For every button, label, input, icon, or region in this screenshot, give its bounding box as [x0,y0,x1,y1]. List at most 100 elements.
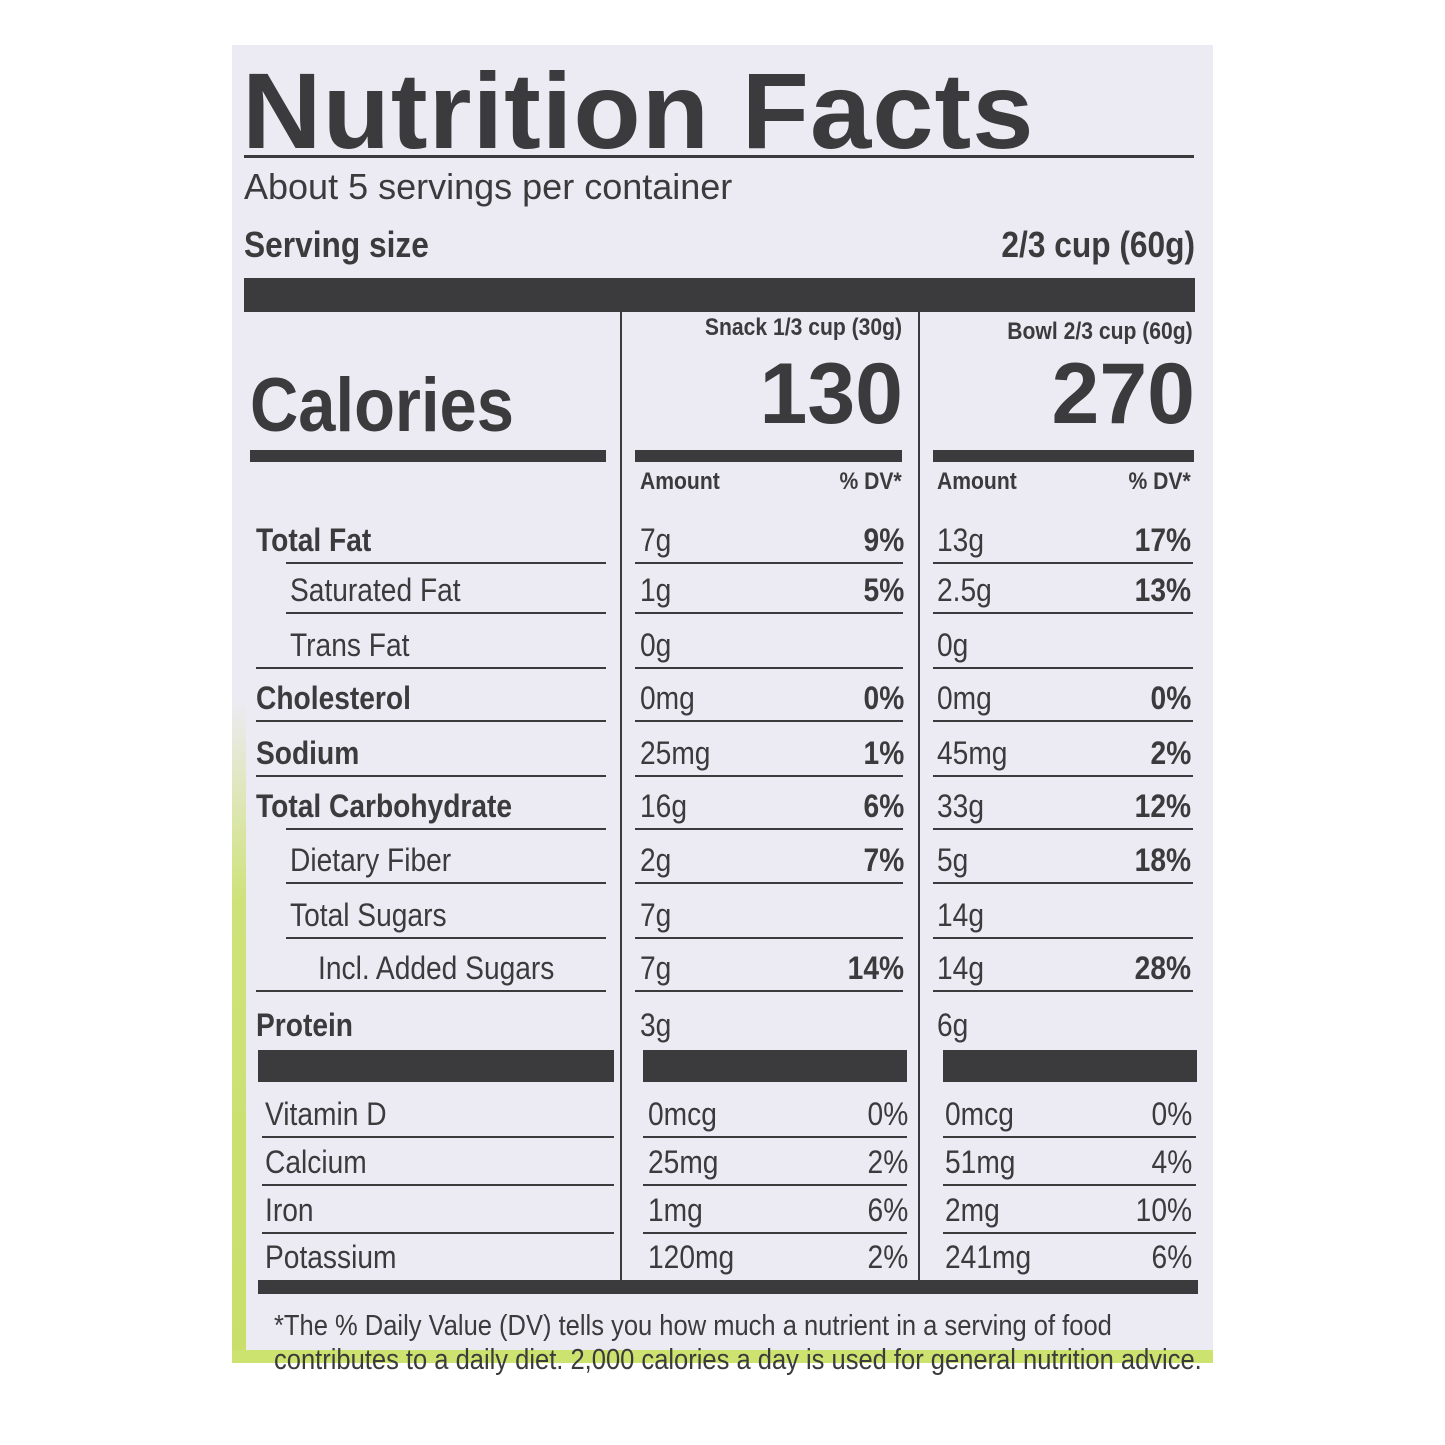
snack-amount: 16g [640,788,687,824]
row-divider [635,937,903,939]
snack-dv: 14% [847,950,904,986]
snack-dv: 0% [863,680,904,716]
footnote-line: contributes to a daily diet. 2,000 calor… [274,1344,1202,1376]
snack-dv: 2% [867,1144,908,1180]
row-divider [933,720,1193,722]
snack-amount: 0g [640,627,672,663]
row-divider [286,612,606,614]
row-divider [643,1136,907,1138]
bowl-dv: 6% [1151,1239,1192,1275]
thick-divider [258,1050,614,1082]
bowl-amount: 0mcg [945,1096,1014,1132]
row-divider [262,1184,614,1186]
nutrient-name: Trans Fat [290,627,410,663]
bowl-header: Bowl 2/3 cup (60g) [1007,318,1193,345]
bowl-dv: 10% [1135,1192,1192,1228]
bowl-calories: 270 [1051,346,1196,442]
bowl-amount-header: Amount [937,468,1017,495]
snack-amount: 3g [640,1007,672,1043]
row-divider [933,882,1193,884]
snack-amount-header: Amount [640,468,720,495]
bowl-dv: 17% [1134,522,1191,558]
bowl-amount: 241mg [945,1239,1032,1275]
snack-amount: 1g [640,572,672,608]
row-divider [933,775,1193,777]
bowl-dv: 28% [1134,950,1191,986]
vitamin-name: Calcium [265,1144,367,1180]
bowl-dv: 4% [1151,1144,1192,1180]
snack-header: Snack 1/3 cup (30g) [704,314,902,341]
bowl-amount: 51mg [945,1144,1016,1180]
serving-size-value: 2/3 cup (60g) [1001,224,1195,265]
bowl-dv: 2% [1150,735,1191,771]
calories-label: Calories [250,363,514,448]
footnote-line: *The % Daily Value (DV) tells you how mu… [274,1310,1112,1342]
snack-amount: 25mg [640,735,711,771]
snack-dv: 0% [867,1096,908,1132]
snack-amount: 25mg [648,1144,719,1180]
row-divider [635,828,903,830]
row-divider [933,612,1193,614]
bowl-amount: 0mg [937,680,992,716]
nutrition-label [232,45,1213,1363]
row-divider [286,882,606,884]
row-divider [635,562,903,564]
snack-dv: 6% [863,788,904,824]
package-edge [232,700,246,1363]
bowl-amount: 0g [937,627,969,663]
row-divider [943,1232,1196,1234]
nutrient-name: Total Sugars [290,897,447,933]
divider [244,155,1194,158]
snack-amount: 1mg [648,1192,703,1228]
snack-dv: 5% [863,572,904,608]
package-edge-bottom [232,1350,1213,1363]
row-divider [262,1232,614,1234]
nutrient-name: Incl. Added Sugars [318,950,555,986]
nutrient-name: Total Carbohydrate [256,788,513,824]
calories-bar [635,450,902,462]
serving-size-label: Serving size [244,224,429,265]
thick-divider [943,1050,1197,1082]
bowl-amount: 13g [937,522,984,558]
thick-divider [244,278,1195,312]
row-divider [256,990,606,992]
bowl-dv: 12% [1134,788,1191,824]
row-divider [635,990,903,992]
snack-dv: 6% [867,1192,908,1228]
bowl-amount: 5g [937,842,969,878]
row-divider [635,720,903,722]
row-divider [933,828,1193,830]
nutrient-name: Sodium [256,735,360,771]
bowl-dv-header: % DV* [1128,468,1191,495]
row-divider [933,990,1193,992]
bowl-amount: 14g [937,897,984,933]
nutrient-name: Cholesterol [256,680,411,716]
thick-divider [643,1050,907,1082]
row-divider [635,667,903,669]
vitamin-name: Potassium [265,1239,397,1275]
row-divider [933,667,1193,669]
row-divider [635,775,903,777]
nutrient-name: Protein [256,1007,354,1043]
snack-calories: 130 [759,346,904,442]
column-divider [918,312,920,1282]
bowl-amount: 14g [937,950,984,986]
bowl-dv: 0% [1150,680,1191,716]
calories-bar [250,450,606,462]
vitamin-name: Iron [265,1192,314,1228]
row-divider [635,882,903,884]
row-divider [262,1136,614,1138]
bowl-dv: 13% [1134,572,1191,608]
row-divider [933,937,1193,939]
snack-amount: 7g [640,897,672,933]
snack-amount: 2g [640,842,672,878]
row-divider [933,562,1193,564]
vitamin-name: Vitamin D [265,1096,387,1132]
row-divider [256,720,606,722]
nutrient-name: Total Fat [256,522,372,558]
snack-amount: 120mg [648,1239,735,1275]
snack-amount: 0mcg [648,1096,717,1132]
snack-amount: 7g [640,522,672,558]
bowl-dv: 0% [1151,1096,1192,1132]
label-title: Nutrition Facts [242,50,1035,171]
